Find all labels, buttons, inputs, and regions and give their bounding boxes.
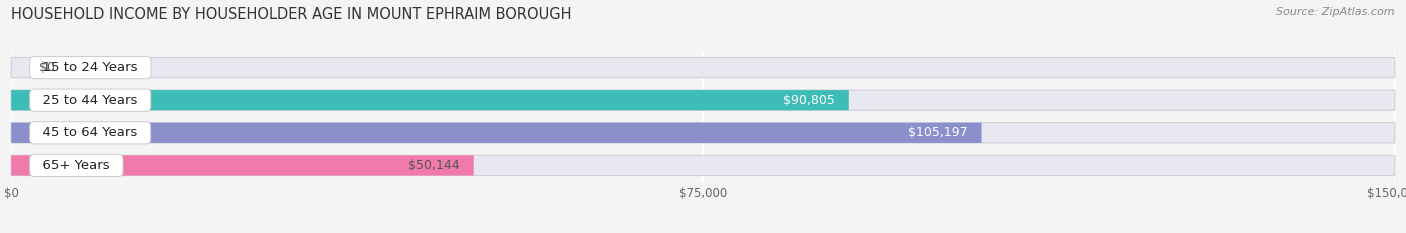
Text: $50,144: $50,144 [408, 159, 460, 172]
Text: 25 to 44 Years: 25 to 44 Years [34, 94, 146, 107]
Text: Source: ZipAtlas.com: Source: ZipAtlas.com [1277, 7, 1395, 17]
FancyBboxPatch shape [11, 123, 1395, 143]
FancyBboxPatch shape [11, 155, 474, 175]
Text: $0: $0 [39, 61, 55, 74]
Text: $90,805: $90,805 [783, 94, 835, 107]
FancyBboxPatch shape [11, 58, 1395, 78]
FancyBboxPatch shape [11, 155, 1395, 175]
Text: 45 to 64 Years: 45 to 64 Years [34, 126, 146, 139]
FancyBboxPatch shape [11, 90, 1395, 110]
FancyBboxPatch shape [11, 90, 849, 110]
Text: $105,197: $105,197 [908, 126, 967, 139]
Text: 65+ Years: 65+ Years [34, 159, 118, 172]
Text: 15 to 24 Years: 15 to 24 Years [34, 61, 146, 74]
FancyBboxPatch shape [11, 123, 981, 143]
Text: HOUSEHOLD INCOME BY HOUSEHOLDER AGE IN MOUNT EPHRAIM BOROUGH: HOUSEHOLD INCOME BY HOUSEHOLDER AGE IN M… [11, 7, 572, 22]
